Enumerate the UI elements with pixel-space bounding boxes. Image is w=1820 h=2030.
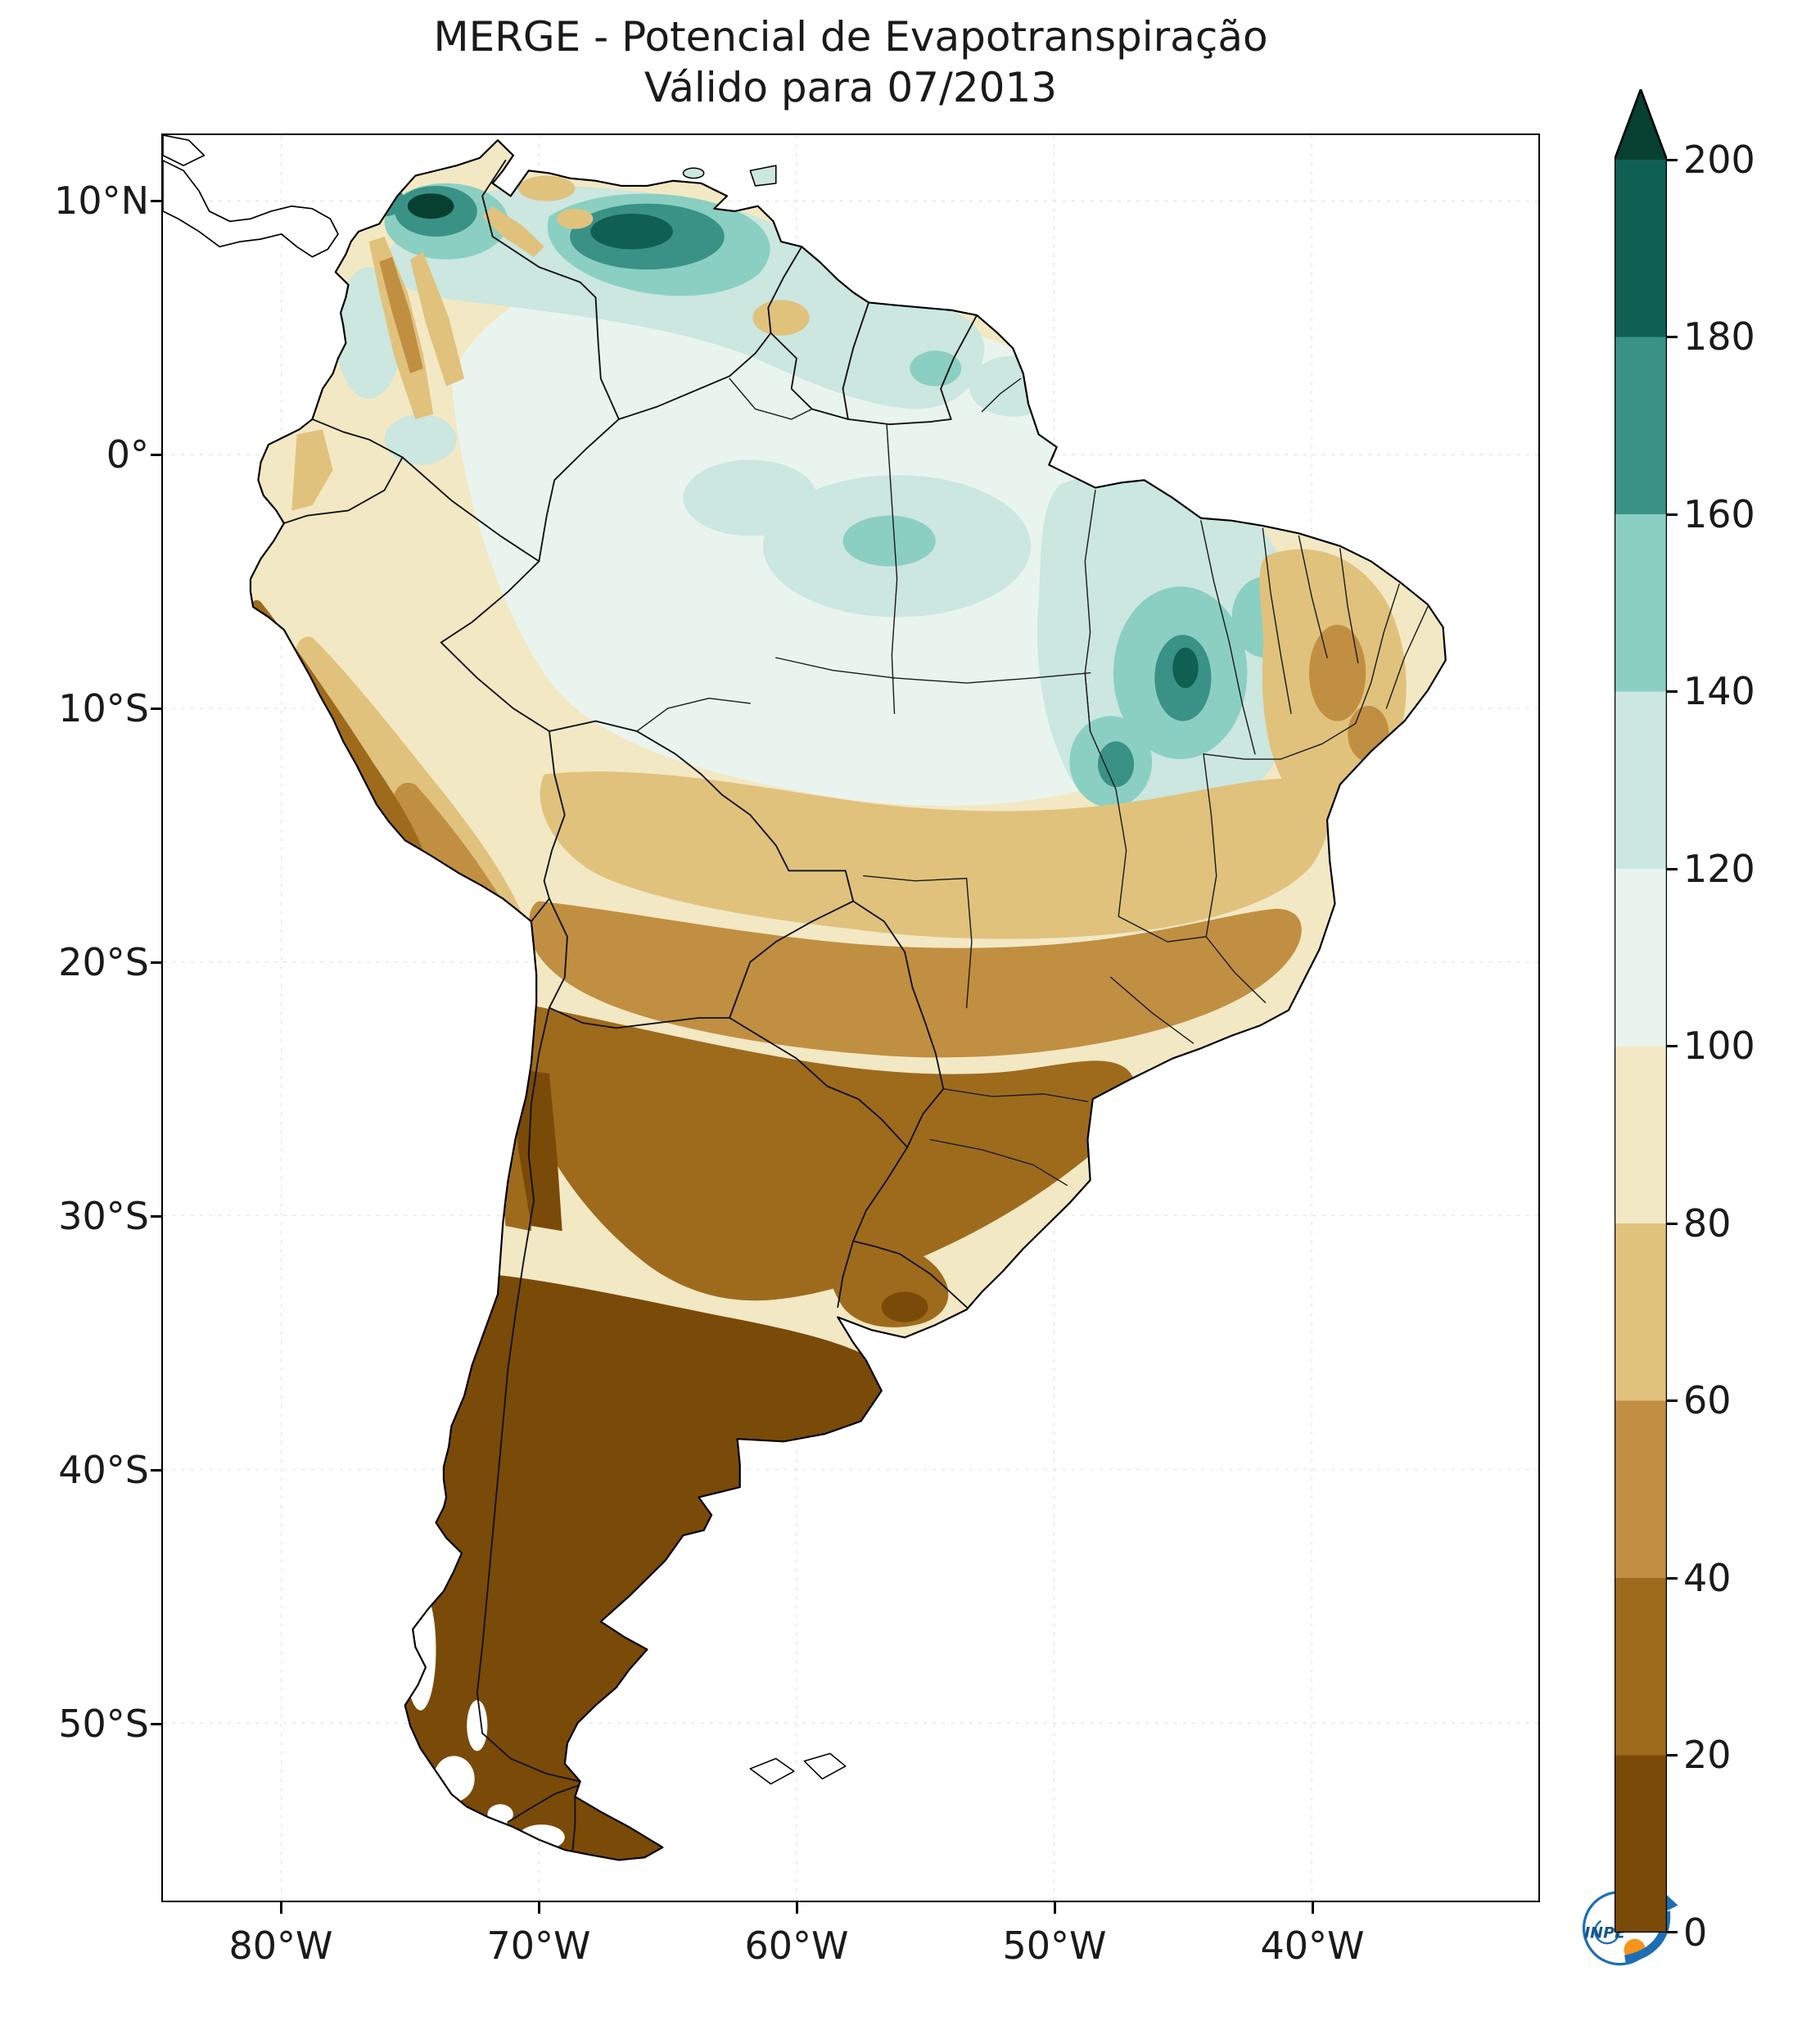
lon-tick-mark: [538, 1902, 540, 1914]
lon-tick-label: 50°W: [1002, 1924, 1107, 1968]
colorbar-segment: [1615, 160, 1667, 337]
colorbar-tick-label: 140: [1683, 669, 1755, 713]
colorbar: [1615, 89, 1667, 1933]
lon-tick-mark: [796, 1902, 798, 1914]
colorbar-tick-label: 20: [1683, 1733, 1732, 1777]
colorbar-extend-arrow: [1615, 89, 1667, 160]
colorbar-tick-mark: [1667, 1577, 1678, 1580]
lon-tick-mark: [280, 1902, 282, 1914]
colorbar-segment: [1615, 1223, 1667, 1401]
lon-tick-label: 70°W: [486, 1924, 591, 1968]
colorbar-tick-label: 100: [1683, 1024, 1755, 1068]
lat-tick-label: 40°S: [58, 1448, 149, 1492]
colorbar-tick-label: 160: [1683, 492, 1755, 536]
colorbar-tick-label: 80: [1683, 1201, 1732, 1246]
lat-tick-mark: [151, 1469, 162, 1472]
colorbar-tick-label: 60: [1683, 1378, 1732, 1422]
colorbar-segment: [1615, 1046, 1667, 1224]
colorbar-tick-mark: [1667, 159, 1678, 161]
colorbar-tick-label: 0: [1683, 1910, 1708, 1955]
lat-tick-label: 10°N: [54, 179, 149, 223]
colorbar-segment: [1615, 1400, 1667, 1579]
lat-tick-label: 50°S: [58, 1702, 149, 1746]
title-block: MERGE - Potencial de Evapotranspiração V…: [162, 11, 1539, 113]
lon-tick-label: 80°W: [228, 1924, 333, 1968]
colorbar-tick-label: 180: [1683, 314, 1755, 359]
colorbar-tick-mark: [1667, 336, 1678, 338]
chart-title: MERGE - Potencial de Evapotranspiração: [433, 13, 1268, 61]
lat-tick-label: 10°S: [58, 686, 149, 730]
lat-tick-mark: [151, 1215, 162, 1218]
lat-tick-mark: [151, 1723, 162, 1725]
lat-tick-mark: [151, 708, 162, 710]
map-plot-area: INPE: [161, 133, 1678, 1966]
colorbar-tick-label: 40: [1683, 1556, 1732, 1600]
country-borders: [282, 160, 978, 1854]
colorbar-tick-mark: [1667, 1223, 1678, 1225]
lat-tick-label: 0°: [106, 432, 149, 477]
lat-tick-label: 30°S: [58, 1194, 149, 1238]
colorbar-tick-mark: [1667, 690, 1678, 693]
lon-tick-mark: [1054, 1902, 1056, 1914]
colorbar-segment: [1615, 514, 1667, 692]
lat-tick-mark: [151, 200, 162, 202]
central-america-landmass: [163, 135, 339, 258]
south-america-map: [163, 135, 1538, 1901]
chart-subtitle: Válido para 07/2013: [644, 64, 1058, 111]
colorbar-tick-mark: [1667, 1399, 1678, 1402]
etp-region-fills: [250, 175, 1407, 1860]
coastline: [249, 139, 1447, 1861]
colorbar-tick-mark: [1667, 1045, 1678, 1047]
colorbar-segment: [1615, 691, 1667, 870]
islands: [682, 165, 847, 1785]
lon-tick-label: 40°W: [1260, 1924, 1365, 1968]
colorbar-segment: [1615, 1578, 1667, 1756]
colorbar-segment: [1615, 869, 1667, 1047]
colorbar-tick-label: 120: [1683, 847, 1755, 891]
colorbar-tick-mark: [1667, 1931, 1678, 1933]
colorbar-tick-mark: [1667, 868, 1678, 870]
colorbar-tick-mark: [1667, 1754, 1678, 1756]
colorbar-tick-label: 200: [1683, 138, 1755, 182]
lon-tick-mark: [1312, 1902, 1314, 1914]
state-borders: [636, 378, 1429, 1187]
lon-tick-label: 60°W: [744, 1924, 849, 1968]
colorbar-segment: [1615, 337, 1667, 515]
lat-tick-label: 20°S: [58, 940, 149, 984]
lat-tick-mark: [151, 961, 162, 964]
colorbar-segment: [1615, 1755, 1667, 1933]
colorbar-tick-mark: [1667, 513, 1678, 516]
colorbar-outline: [1615, 89, 1667, 1933]
lat-tick-mark: [151, 454, 162, 456]
